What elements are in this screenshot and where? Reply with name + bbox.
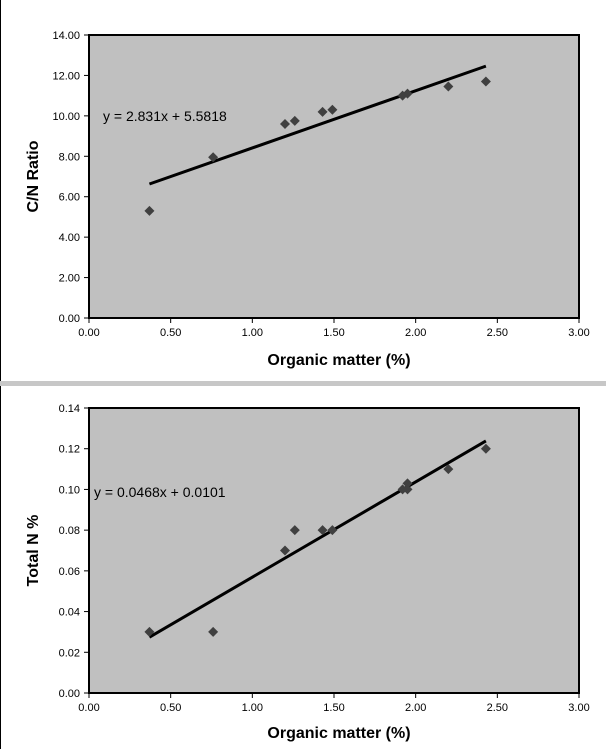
y-tick-label: 14.00 xyxy=(52,30,80,42)
data-point xyxy=(327,104,338,115)
x-tick-label: 2.50 xyxy=(487,327,508,339)
x-tick-label: 3.00 xyxy=(568,702,589,714)
data-point xyxy=(144,626,155,637)
y-tick-label: 12.00 xyxy=(52,70,80,82)
trendline-equation: y = 2.831x + 5.5818 xyxy=(103,108,227,124)
chart-panel-cn-ratio: 0.00 0.50 1.00 1.50 2.00 2.50 3.00 0.00 2.00 4.00… xyxy=(0,0,590,381)
x-tick-label: 3.00 xyxy=(568,327,589,339)
x-tick-label: 2.00 xyxy=(405,702,426,714)
data-point xyxy=(443,81,454,92)
y-tick-label: 0.00 xyxy=(59,688,80,700)
data-point xyxy=(144,205,155,216)
total-n-chart: 0.00 0.50 1.00 1.50 2.00 2.50 3.00 0.00 0.02 0.04… xyxy=(25,403,590,742)
x-tick-label: 1.00 xyxy=(242,702,263,714)
y-tick-label: 6.00 xyxy=(59,192,80,204)
x-tick-label: 0.50 xyxy=(160,327,181,339)
y-tick-label: 0.04 xyxy=(59,607,80,619)
y-tick-label: 2.00 xyxy=(59,273,80,285)
y-tick-label: 0.12 xyxy=(59,444,80,456)
data-point xyxy=(402,478,413,489)
y-tick-label: 0.06 xyxy=(59,566,80,578)
y-tick-label: 0.00 xyxy=(59,313,80,325)
y-tick-label: 0.10 xyxy=(59,484,80,496)
data-point xyxy=(208,626,219,637)
y-tick-label: 10.00 xyxy=(52,111,80,123)
trendline xyxy=(148,439,487,639)
cn-ratio-chart: 0.00 0.50 1.00 1.50 2.00 2.50 3.00 0.00 2.00 4.00… xyxy=(25,30,590,369)
x-tick-label: 1.50 xyxy=(323,702,344,714)
data-point xyxy=(289,525,300,536)
data-point xyxy=(402,484,413,495)
data-point xyxy=(208,152,219,163)
data-point xyxy=(402,88,413,99)
trendline-equation: y = 0.0468x + 0.0101 xyxy=(94,484,226,500)
chart-panel-total-n: 0.00 0.50 1.00 1.50 2.00 2.50 3.00 0.00 0.02 0.04… xyxy=(0,386,606,749)
data-point xyxy=(480,76,491,87)
plot-area xyxy=(88,407,580,694)
x-tick-label: 2.50 xyxy=(487,702,508,714)
panel-separator xyxy=(0,381,606,386)
y-tick-label: 8.00 xyxy=(59,151,80,163)
y-axis-label: Total N % xyxy=(25,515,42,587)
x-tick-label: 1.50 xyxy=(323,327,344,339)
x-tick-label: 2.00 xyxy=(405,327,426,339)
y-tick-label: 0.14 xyxy=(59,403,80,415)
x-tick-label: 0.00 xyxy=(78,702,99,714)
x-axis-label: Organic matter (%) xyxy=(267,725,410,742)
data-point xyxy=(443,464,454,475)
data-point xyxy=(317,525,328,536)
x-tick-label: 0.00 xyxy=(78,327,99,339)
y-tick-label: 4.00 xyxy=(59,232,80,244)
data-point xyxy=(280,545,290,556)
y-axis-label: C/N Ratio xyxy=(25,140,42,212)
y-tick-label: 0.02 xyxy=(59,647,80,659)
data-point xyxy=(317,106,328,117)
x-tick-label: 1.00 xyxy=(242,327,263,339)
x-axis-label: Organic matter (%) xyxy=(267,352,410,369)
plot-area xyxy=(88,34,580,319)
data-point xyxy=(280,118,290,129)
data-point xyxy=(327,525,338,536)
y-tick-label: 0.08 xyxy=(59,525,80,537)
trendline xyxy=(148,64,487,186)
data-point xyxy=(289,115,300,126)
data-point xyxy=(480,443,491,454)
x-tick-label: 0.50 xyxy=(160,702,181,714)
